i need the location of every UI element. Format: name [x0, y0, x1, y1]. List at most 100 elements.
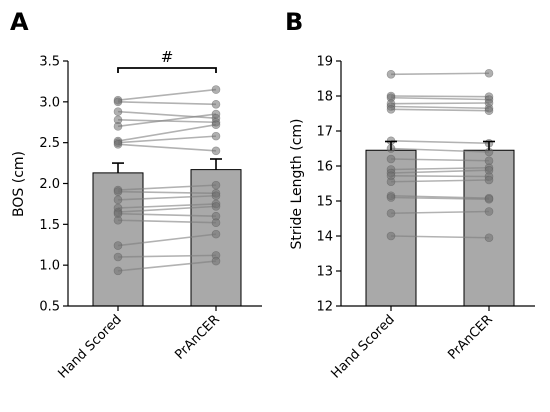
data-point [113, 187, 123, 196]
y-tick-label: 12 [316, 300, 333, 315]
pair-line [117, 113, 217, 128]
data-point [211, 109, 221, 119]
y-axis-label: Stride Length (cm) [289, 119, 305, 250]
pair-line [390, 108, 490, 112]
pair-line [117, 212, 217, 217]
data-point [211, 191, 221, 201]
pair-line [390, 166, 490, 171]
data-point [211, 85, 221, 94]
data-point [211, 131, 221, 141]
pair-line [390, 95, 490, 98]
data-point [113, 195, 123, 205]
pair-line [390, 194, 490, 199]
data-point [211, 180, 221, 190]
pair-line [117, 194, 217, 201]
plot-area: 0.5 1.0 1.5 2.0 2.5 3.0 3.5 Hand Scored PrAnCER # [39, 48, 262, 382]
data-point [386, 208, 396, 218]
pair-line [390, 147, 490, 153]
pair-line [390, 235, 490, 239]
pair-line [117, 143, 217, 152]
data-point [211, 218, 221, 227]
data-point [211, 99, 221, 109]
data-point [211, 120, 221, 129]
panel-letter: A [10, 8, 29, 36]
pair-line [117, 260, 217, 272]
significance-bracket [117, 67, 217, 73]
data-point [484, 175, 494, 185]
pair-line [117, 254, 217, 258]
pair-line [117, 203, 217, 209]
data-point [484, 68, 494, 78]
y-tick-label: 1.5 [39, 218, 60, 233]
data-point [113, 97, 123, 107]
x-tick-label: PrAnCER [172, 312, 223, 363]
y-tick-label: 18 [316, 90, 333, 105]
data-point [484, 106, 494, 115]
data-point [113, 107, 123, 116]
pair-line [390, 175, 490, 178]
pair-line [117, 119, 217, 124]
data-point [484, 194, 494, 204]
pair-line [117, 184, 217, 191]
y-tick-label: 1.0 [39, 259, 60, 274]
y-tick-label: 3.5 [39, 55, 60, 70]
data-point [386, 177, 396, 187]
panel-a: A BOS (cm) 0.5 1.0 1.5 2.0 2.5 3.0 3.5 Hand Sco… [10, 8, 262, 382]
significance-marker: # [161, 48, 174, 66]
data-point [484, 207, 494, 216]
x-tick-label: PrAnCER [445, 312, 496, 363]
pair-line [117, 101, 217, 106]
y-tick-label: 16 [316, 160, 333, 175]
panel-b: B Stride Length (cm) 12 13 14 15 16 17 18 19 Han… [285, 8, 535, 382]
y-tick-label: 15 [316, 195, 333, 210]
pair-line [117, 110, 217, 119]
data-point [113, 266, 123, 276]
x-tick-label: Hand Scored [56, 312, 125, 381]
pair-line [390, 105, 490, 110]
plot-area: 12 13 14 15 16 17 18 19 Hand Scored PrAnCER [316, 55, 535, 382]
data-point [113, 215, 123, 225]
y-tick-label: 14 [316, 230, 333, 245]
pair-line [390, 169, 490, 174]
y-tick-label: 13 [316, 265, 333, 280]
pair-line [390, 102, 490, 105]
pair-line [117, 190, 217, 195]
pair-line [117, 205, 217, 213]
y-tick-label: 2.5 [39, 136, 60, 151]
data-point [211, 229, 221, 239]
y-axis-label: BOS (cm) [11, 151, 27, 217]
data-point [386, 154, 396, 164]
data-point [386, 105, 396, 114]
pair-line [390, 140, 490, 145]
pair-line [390, 210, 490, 215]
pair-line [117, 233, 217, 247]
pair-line [117, 88, 217, 101]
y-tick-label: 0.5 [39, 300, 60, 315]
data-point [113, 241, 123, 250]
data-point [386, 231, 396, 241]
y-tick-label: 3.0 [39, 95, 60, 110]
data-point [113, 252, 123, 262]
pair-line [117, 219, 217, 224]
data-point [211, 146, 221, 156]
pair-line [117, 135, 217, 144]
data-point [386, 193, 396, 202]
data-point [113, 140, 123, 149]
pair-line [390, 72, 490, 76]
pair-line [390, 179, 490, 183]
pair-line [390, 96, 490, 101]
data-point [386, 70, 396, 79]
data-point [484, 233, 494, 243]
panel-letter: B [285, 8, 303, 36]
y-tick-label: 2.0 [39, 177, 60, 192]
data-point [211, 202, 221, 211]
pair-line [117, 123, 217, 142]
y-tick-label: 17 [316, 125, 333, 140]
data-point [211, 256, 221, 266]
pair-line [390, 196, 490, 201]
x-tick-label: Hand Scored [329, 312, 398, 381]
data-point [113, 122, 123, 131]
pair-line [390, 158, 490, 162]
y-tick-label: 19 [316, 55, 333, 70]
